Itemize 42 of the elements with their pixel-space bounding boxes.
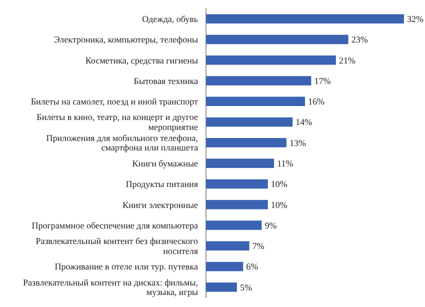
data-label: 11% <box>277 158 294 168</box>
data-label: 10% <box>270 179 288 190</box>
data-label: 9% <box>264 220 278 230</box>
y-tick-label: Бытовая техника <box>134 76 198 86</box>
data-label: 14% <box>296 117 313 128</box>
data-label: 10% <box>270 200 288 210</box>
y-tick-label: Продукты питания <box>126 179 198 190</box>
bar <box>206 14 404 24</box>
y-tick-label: Косметика, средства гигиены <box>85 55 198 66</box>
y-tick-label: Книги электронные <box>122 200 198 210</box>
bar <box>206 220 262 230</box>
y-tick-label: Развлекательный контент на дисках: фильмы, музыка, игры <box>23 277 198 298</box>
bar <box>206 55 336 65</box>
data-label: 32% <box>407 14 424 24</box>
data-label: 6% <box>246 262 259 272</box>
bar <box>206 96 305 106</box>
data-label: 21% <box>338 55 356 66</box>
data-label: 13% <box>289 138 306 148</box>
bar <box>206 282 237 292</box>
y-tick-label: Одежда, обувь <box>142 14 198 24</box>
bar <box>206 200 268 210</box>
bar <box>206 76 312 86</box>
y-tick-label: Программное обеспечение для компьютера <box>32 220 198 230</box>
bar <box>206 117 293 127</box>
bar <box>206 158 274 168</box>
y-tick-label: Приложения для мобильного телефона, смартфона или планшета <box>46 132 198 153</box>
bar <box>206 262 244 272</box>
data-label: 7% <box>252 241 265 252</box>
y-tick-label: Электроника, компьютеры, телефоны <box>54 34 198 45</box>
y-tick-label: Билеты на самолет, поезд и иной транспорт <box>30 96 198 107</box>
bar <box>206 138 286 148</box>
bar <box>206 241 250 251</box>
data-label: 23% <box>351 34 368 45</box>
y-tick-label: Книги бумажные <box>132 158 198 168</box>
data-label: 5% <box>240 282 252 292</box>
y-tick-label: Билеты в кино, театр, на концерт и другое мероприятие <box>36 112 198 132</box>
data-label: 17% <box>314 76 332 86</box>
y-tick-label: Проживание в отеле или тур. путевка <box>54 262 198 272</box>
bar <box>206 34 348 44</box>
bar <box>206 179 268 189</box>
data-label: 16% <box>308 96 325 107</box>
y-tick-label: Развлекательный контент без физического носителя <box>36 236 198 256</box>
